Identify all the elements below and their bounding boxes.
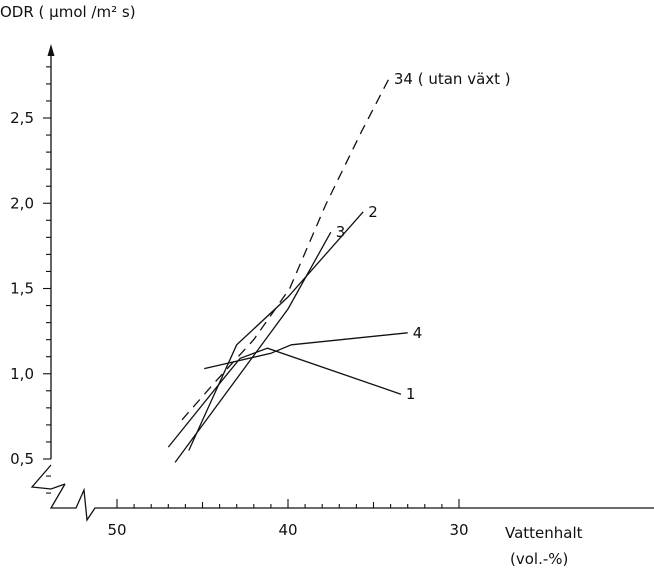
plot-series: 34 ( utan växt ) 3 2 4 1 — [167, 70, 511, 463]
series-line-2 — [188, 211, 364, 451]
series-line-1 — [167, 347, 402, 448]
x-tick-label: 30 — [449, 521, 468, 539]
y-tick-label: 1,0 — [10, 365, 34, 383]
y-tick-label: 0,5 — [10, 450, 34, 468]
series-label: 4 — [413, 324, 423, 342]
x-axis-line — [49, 483, 654, 522]
x-axis-label: Vattenhalt — [505, 524, 583, 542]
y-tick-label: 2,5 — [10, 109, 34, 127]
y-axis-arrow-icon — [47, 44, 55, 56]
x-tick-label: 50 — [107, 521, 126, 539]
x-axis-ticks: 50 40 30 — [107, 499, 469, 539]
y-axis-ticks: 0,5 1,0 1,5 2,0 2,5 — [10, 66, 51, 494]
y-tick-label: 1,5 — [10, 280, 34, 298]
series-label: 1 — [406, 385, 416, 403]
y-axis-break-icon — [30, 464, 66, 490]
y-tick-label: 2,0 — [10, 194, 34, 212]
series-line-34-utan-v-xt- — [181, 78, 390, 421]
series-label: 2 — [368, 203, 378, 221]
series-label: 34 ( utan växt ) — [394, 70, 511, 88]
series-label: 3 — [336, 223, 346, 241]
series-line-3 — [174, 231, 332, 463]
x-tick-label: 40 — [278, 521, 297, 539]
x-axis-unit-label: (vol.-%) — [510, 550, 568, 568]
y-axis-label: ODR ( µmol /m² s) — [0, 3, 136, 21]
